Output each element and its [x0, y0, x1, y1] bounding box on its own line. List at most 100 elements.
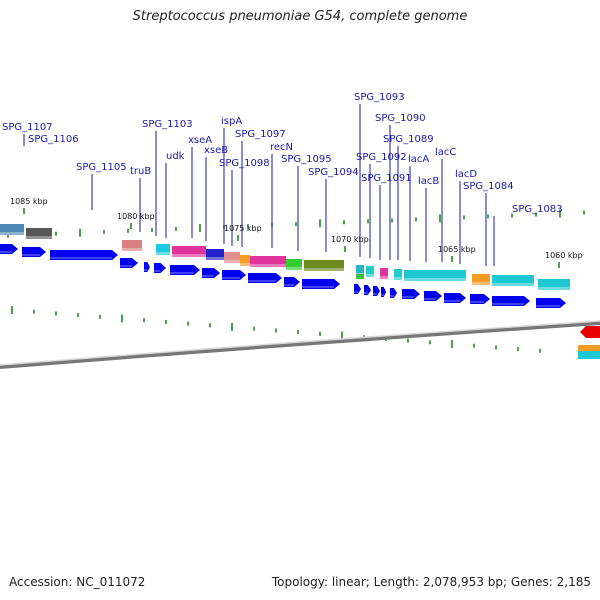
gene-label: SPG_1107	[2, 122, 53, 133]
accession-text: Accession: NC_011072	[9, 575, 146, 589]
gene-arrow	[390, 288, 397, 298]
feature-block	[492, 275, 534, 286]
feature-shine	[0, 232, 24, 235]
map-title: Streptococcus pneumoniae G54, complete g…	[132, 9, 468, 24]
feature-block	[286, 259, 302, 270]
gene-arrow-shine	[402, 296, 414, 298]
gene-arrow-shine	[373, 293, 377, 295]
gene-arrow	[402, 289, 420, 299]
genome-backbone-highlight	[0, 320, 600, 366]
gene-arrow-shine	[22, 254, 40, 256]
feature-block	[380, 268, 388, 279]
edge-features	[578, 326, 600, 359]
kbp-marker-label: 1080 kbp	[117, 212, 155, 221]
gene-label: recN	[270, 142, 293, 153]
gene-label: udk	[166, 151, 185, 162]
gene-label: lacB	[418, 176, 439, 187]
gene-arrow-shine	[390, 295, 394, 297]
gene-arrow-shine	[222, 277, 240, 279]
feature-shine	[380, 276, 388, 279]
gene-arrow-shine	[536, 305, 560, 307]
feature-shine	[304, 268, 344, 271]
gene-arrow-shine	[470, 301, 484, 303]
gene-label: lacA	[408, 154, 429, 165]
gene-label: lacC	[435, 147, 456, 158]
gene-arrow	[492, 296, 530, 306]
gene-arrow	[424, 291, 442, 301]
gene-label: SPG_1089	[383, 134, 434, 145]
feature-block	[122, 240, 142, 251]
gene-label: SPG_1105	[76, 162, 127, 173]
feature-block	[206, 249, 224, 260]
gene-label: SPG_1090	[375, 113, 426, 124]
gene-arrow	[248, 273, 282, 283]
gene-arrow	[202, 268, 220, 278]
gene-arrow-shine	[154, 270, 161, 272]
gene-arrow	[154, 263, 166, 273]
gene-arrow	[170, 265, 200, 275]
feature-block	[472, 274, 490, 285]
gene-label: SPG_1091	[361, 173, 412, 184]
gene-arrows	[0, 244, 566, 308]
feature-shine	[394, 277, 402, 280]
feature-shine	[250, 264, 286, 267]
gene-label: xseA	[188, 135, 212, 146]
gene-arrow-shine	[202, 275, 214, 277]
gene-arrow-shine	[354, 291, 358, 293]
kbp-marker-label: 1075 kbp	[224, 224, 262, 233]
feature-block	[304, 260, 344, 271]
feature-block	[156, 244, 170, 255]
gene-label: SPG_1098	[219, 158, 270, 169]
feature-shine	[492, 283, 534, 286]
kbp-marker-label: 1060 kbp	[545, 251, 583, 260]
gene-arrow	[373, 286, 380, 296]
gene-label: SPG_1084	[463, 181, 514, 192]
gene-label: SPG_1103	[142, 119, 193, 130]
feature-block	[172, 246, 206, 257]
feature-shine	[172, 254, 206, 257]
feature-shine	[26, 236, 52, 239]
gene-arrow	[302, 279, 340, 289]
gene-label: lacD	[455, 169, 477, 180]
gene-label: SPG_1092	[356, 152, 407, 163]
kbp-marker-label: 1065 kbp	[438, 245, 476, 254]
gene-arrow	[470, 294, 490, 304]
gene-arrow-shine	[424, 298, 436, 300]
gene-label: SPG_1095	[281, 154, 332, 165]
gene-arrow	[444, 293, 466, 303]
feature-block	[0, 224, 24, 235]
gene-arrow-shine	[444, 300, 460, 302]
gene-arrow-shine	[248, 280, 276, 282]
gene-arrow-shine	[284, 284, 294, 286]
gene-arrow-shine	[120, 265, 132, 267]
genome-summary-text: Topology: linear; Length: 2,078,953 bp; …	[271, 575, 591, 589]
gene-label: truB	[130, 166, 151, 177]
gene-label: SPG_1093	[354, 92, 405, 103]
gene-label: SPG_1097	[235, 129, 286, 140]
feature-shine	[366, 274, 374, 277]
feature-block	[240, 255, 250, 266]
feature-shine	[206, 257, 224, 260]
feature-shine	[156, 252, 170, 255]
gene-arrow	[536, 298, 566, 308]
gene-label: xseB	[204, 145, 228, 156]
label-leaders	[23, 104, 495, 266]
gene-label: SPG_1106	[28, 134, 79, 145]
gene-arrow	[50, 250, 118, 260]
gene-label: SPG_1083	[512, 204, 563, 215]
feature-block	[404, 270, 466, 281]
kbp-marker-label: 1070 kbp	[331, 235, 369, 244]
gene-arrow-shine	[381, 294, 384, 296]
feature-block	[224, 252, 240, 263]
gene-arrow	[144, 262, 150, 272]
edge-block-orange	[578, 345, 600, 351]
feature-shine	[538, 287, 570, 290]
feature-block	[26, 228, 52, 239]
feature-block	[356, 265, 364, 276]
gene-label: ispA	[221, 116, 242, 127]
gene-arrow	[364, 285, 371, 295]
kbp-markers: 1085 kbp 1080 kbp 1075 kbp 1070 kbp 1065 kbp…	[10, 197, 583, 268]
gene-arrow	[120, 258, 138, 268]
gene-arrow	[0, 244, 18, 254]
